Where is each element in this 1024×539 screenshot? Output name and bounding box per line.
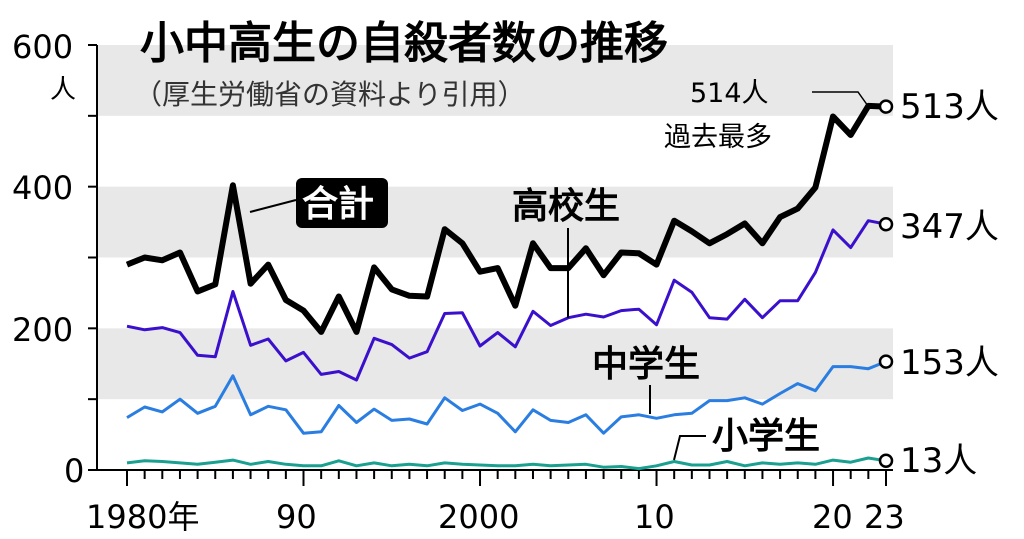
end-marker-1 [878, 216, 894, 232]
series-line-0 [125, 102, 887, 335]
series-lines [125, 102, 887, 471]
grid-band-0 [97, 328, 893, 400]
end-label-total: 513人 [900, 87, 999, 127]
x-tick-marks [126, 470, 887, 486]
series-label-total: 合計 [302, 184, 374, 225]
annotation-record-value: 514人 [690, 78, 769, 109]
y-tick-label-200: 200 [12, 311, 73, 349]
y-tick-label-600: 600 [12, 28, 73, 66]
annotation-leader [812, 91, 869, 107]
end-label-elementary: 13人 [900, 441, 977, 481]
y-tick-label-0: 0 [64, 452, 84, 490]
total-label-leader [249, 199, 297, 213]
series-line-3 [126, 456, 887, 471]
end-marker-2 [878, 354, 894, 369]
series-line-2 [126, 360, 887, 435]
end-marker-0 [878, 99, 894, 114]
y-tick-label-400: 400 [12, 169, 73, 207]
y-tick-marks [88, 44, 97, 471]
chart-title: 小中高生の自殺者数の推移 [140, 18, 668, 69]
x-tick-label-90: 90 [276, 498, 317, 536]
series-label-high-school: 高校生 [512, 186, 620, 227]
end-label-junior-high: 153人 [900, 343, 999, 383]
series-label-junior-high: 中学生 [592, 343, 700, 385]
grid-band-2 [97, 45, 893, 116]
end-label-high-school: 347人 [900, 207, 999, 247]
series-label-elementary: 小学生 [712, 415, 820, 457]
x-tick-label-20: 20 [812, 498, 853, 536]
end-marker-3 [878, 453, 894, 469]
series-line-1 [126, 219, 887, 382]
x-tick-label-10: 10 [634, 498, 675, 536]
x-tick-label-23: 23 [864, 498, 905, 536]
x-tick-label-2000: 2000 [438, 498, 519, 536]
chart-subtitle: （厚生労働省の資料より引用） [134, 78, 525, 111]
total-label-box [296, 178, 388, 228]
end-markers [878, 99, 894, 469]
elementary-label-leader [673, 435, 706, 461]
x-tick-label-1980: 1980年 [86, 498, 199, 536]
y-unit-label: 人 [50, 75, 76, 105]
annotation-record-label: 過去最多 [664, 122, 772, 153]
